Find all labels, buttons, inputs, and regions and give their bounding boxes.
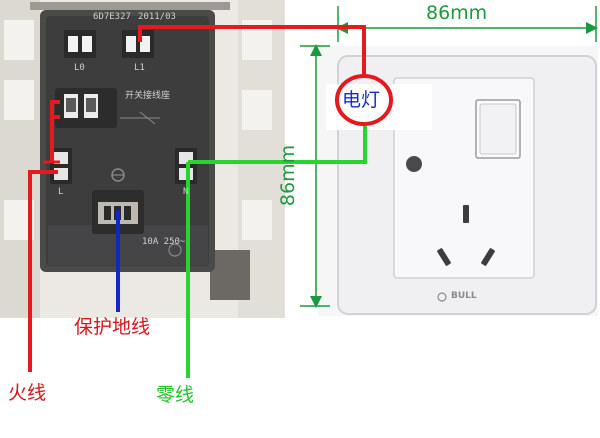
height-dimension-label: 86mm bbox=[277, 144, 300, 207]
three-pin-outlet bbox=[437, 205, 495, 266]
terminal-live-in bbox=[50, 148, 72, 184]
n-mark-text: N bbox=[183, 187, 189, 197]
ground-wire-label: 保护地线 bbox=[74, 316, 151, 338]
two-pin-outlet bbox=[406, 156, 422, 172]
socket-back-photo bbox=[0, 0, 285, 318]
neutral-wire-label: 零线 bbox=[156, 384, 195, 406]
live-wire bbox=[28, 25, 366, 372]
module-code-text: 6D7E327 bbox=[93, 12, 131, 22]
live-wire-label: 火线 bbox=[8, 382, 47, 404]
width-dimension-label: 86mm bbox=[426, 2, 488, 24]
terminal-switch-input bbox=[55, 88, 117, 128]
l1-text: L1 bbox=[134, 63, 145, 73]
socket-front-panel bbox=[318, 46, 598, 316]
l-mark-text: L bbox=[58, 187, 64, 197]
height-dimension bbox=[300, 44, 330, 308]
module-title-text: 开关接线座 bbox=[125, 91, 171, 101]
width-dimension bbox=[336, 6, 598, 42]
terminal-l0 bbox=[64, 30, 96, 58]
lamp-circle bbox=[335, 74, 393, 126]
lamp-label: 电灯 bbox=[342, 89, 381, 111]
l0-text: L0 bbox=[74, 63, 85, 73]
certification-mark-icon bbox=[168, 243, 182, 257]
bull-logo-icon bbox=[437, 292, 447, 302]
brand-text: BULL bbox=[451, 291, 477, 301]
rating-text: 10A 250~ bbox=[142, 237, 186, 247]
lamp-label-background bbox=[326, 84, 432, 130]
module-date-text: 2011/03 bbox=[138, 12, 176, 22]
neutral-wire bbox=[186, 122, 367, 378]
